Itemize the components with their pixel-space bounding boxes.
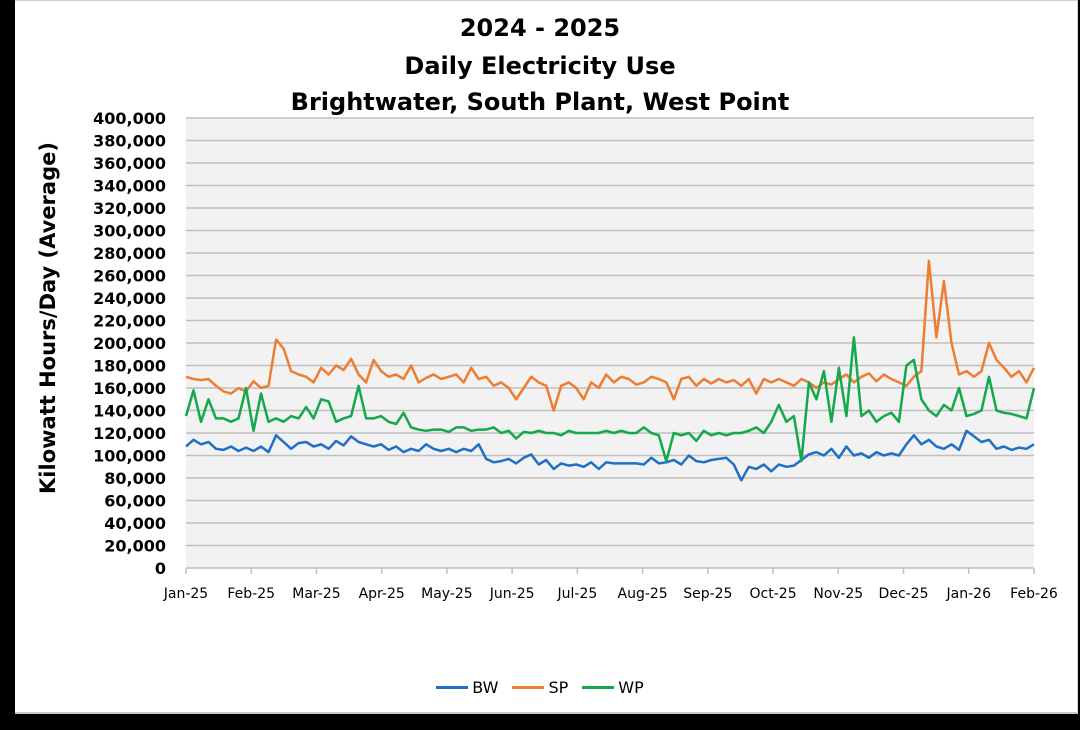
legend-item-sp: SP	[512, 678, 568, 697]
y-tick-label: 240,000	[93, 289, 166, 308]
x-tick-label: Apr-25	[359, 586, 405, 602]
y-tick-label: 0	[155, 559, 166, 578]
y-tick-label: 320,000	[93, 199, 166, 218]
y-tick-label: 280,000	[93, 244, 166, 263]
series-line-sp	[185, 259, 1036, 412]
y-tick-label: 40,000	[104, 514, 166, 533]
x-tick-label: Jan-25	[163, 586, 208, 602]
x-tick-label: May-25	[421, 586, 473, 602]
gridlines	[186, 117, 1034, 569]
x-tick-label: Oct-25	[750, 586, 797, 602]
legend-label: SP	[548, 678, 569, 697]
y-tick-label: 200,000	[93, 334, 166, 353]
legend-swatch	[436, 686, 469, 689]
y-tick-label: 360,000	[93, 154, 166, 173]
legend-swatch	[512, 686, 545, 689]
y-tick-label: 340,000	[93, 177, 166, 196]
x-tick-label: Feb-26	[1010, 586, 1058, 602]
x-axis-ticks: Jan-25 Feb-25 Mar-25 Apr-25 May-25 Jun-25 Jul-…	[163, 568, 1058, 602]
y-tick-label: 400,000	[93, 109, 166, 128]
x-tick-label: Jan-26	[946, 586, 992, 602]
legend: BW SP WP	[0, 678, 1080, 697]
y-tick-label: 380,000	[93, 132, 166, 151]
y-tick-label: 160,000	[93, 379, 166, 398]
legend-item-bw: BW	[436, 678, 498, 697]
y-tick-label: 140,000	[93, 402, 166, 421]
series-line-bw	[185, 429, 1035, 482]
y-tick-label: 20,000	[104, 537, 166, 556]
x-tick-label: Nov-25	[813, 586, 863, 602]
y-axis-ticks: 400,000 380,000 360,000 340,000 320,000 300,0…	[93, 109, 166, 578]
x-tick-label: Jul-25	[557, 586, 598, 602]
y-tick-label: 180,000	[93, 357, 166, 376]
x-tick-label: Aug-25	[618, 586, 668, 602]
x-tick-label: Jun-25	[489, 586, 535, 602]
y-tick-label: 100,000	[93, 447, 166, 466]
y-tick-label: 300,000	[93, 222, 166, 241]
x-tick-label: Feb-25	[227, 586, 275, 602]
x-tick-label: Mar-25	[292, 586, 340, 602]
y-tick-label: 220,000	[93, 312, 166, 331]
chart-title: 2024 - 2025	[459, 14, 621, 42]
legend-label: WP	[618, 678, 644, 697]
x-tick-label: Dec-25	[879, 586, 929, 602]
y-tick-label: 260,000	[93, 267, 166, 286]
legend-swatch	[582, 686, 615, 689]
legend-label: BW	[472, 678, 499, 697]
chart-subtitle: Daily Electricity Use	[404, 52, 676, 80]
y-tick-label: 80,000	[104, 469, 166, 488]
y-tick-label: 60,000	[104, 492, 166, 511]
legend-item-wp: WP	[582, 678, 644, 697]
chart-subtitle-plants: Brightwater, South Plant, West Point	[290, 88, 790, 116]
series-lines	[184, 259, 1036, 482]
series-line-wp	[184, 336, 1036, 463]
x-tick-label: Sep-25	[683, 586, 732, 602]
y-tick-label: 120,000	[93, 424, 166, 443]
